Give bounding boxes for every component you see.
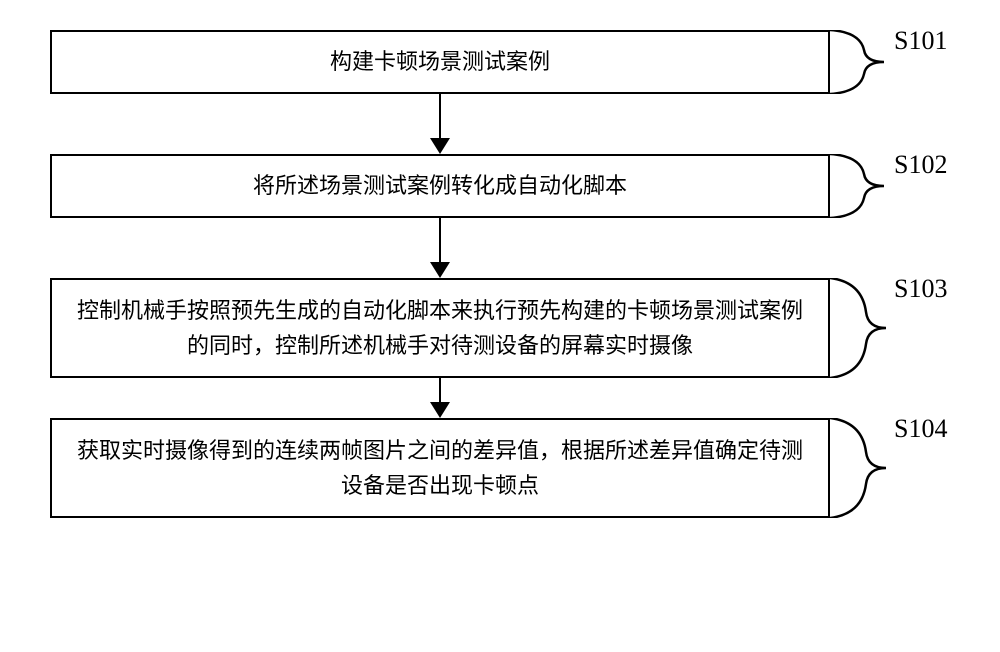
step-text-2: 将所述场景测试案例转化成自动化脚本 [253,168,627,203]
step-row-1: 构建卡顿场景测试案例 S101 [50,30,950,94]
step-row-3: 控制机械手按照预先生成的自动化脚本来执行预先构建的卡顿场景测试案例的同时，控制所… [50,278,950,378]
bracket-4 [830,418,890,518]
arrow-1 [50,94,830,154]
step-box-4: 获取实时摄像得到的连续两帧图片之间的差异值，根据所述差异值确定待测设备是否出现卡… [50,418,830,518]
step-label-3: S103 [894,274,947,304]
flowchart-container: 构建卡顿场景测试案例 S101 将所述场景测试案例转化成自动化脚本 S102 [50,30,950,518]
bracket-3 [830,278,890,378]
step-text-3: 控制机械手按照预先生成的自动化脚本来执行预先构建的卡顿场景测试案例的同时，控制所… [72,293,808,363]
bracket-2 [830,154,890,218]
step-row-2: 将所述场景测试案例转化成自动化脚本 S102 [50,154,950,218]
step-label-2: S102 [894,150,947,180]
step-box-2: 将所述场景测试案例转化成自动化脚本 [50,154,830,218]
step-label-4: S104 [894,414,947,444]
step-text-4: 获取实时摄像得到的连续两帧图片之间的差异值，根据所述差异值确定待测设备是否出现卡… [72,433,808,503]
step-box-3: 控制机械手按照预先生成的自动化脚本来执行预先构建的卡顿场景测试案例的同时，控制所… [50,278,830,378]
bracket-1 [830,30,890,94]
step-row-4: 获取实时摄像得到的连续两帧图片之间的差异值，根据所述差异值确定待测设备是否出现卡… [50,418,950,518]
arrow-3 [50,378,830,418]
step-text-1: 构建卡顿场景测试案例 [330,44,550,79]
step-label-1: S101 [894,26,947,56]
step-box-1: 构建卡顿场景测试案例 [50,30,830,94]
arrow-2 [50,218,830,278]
